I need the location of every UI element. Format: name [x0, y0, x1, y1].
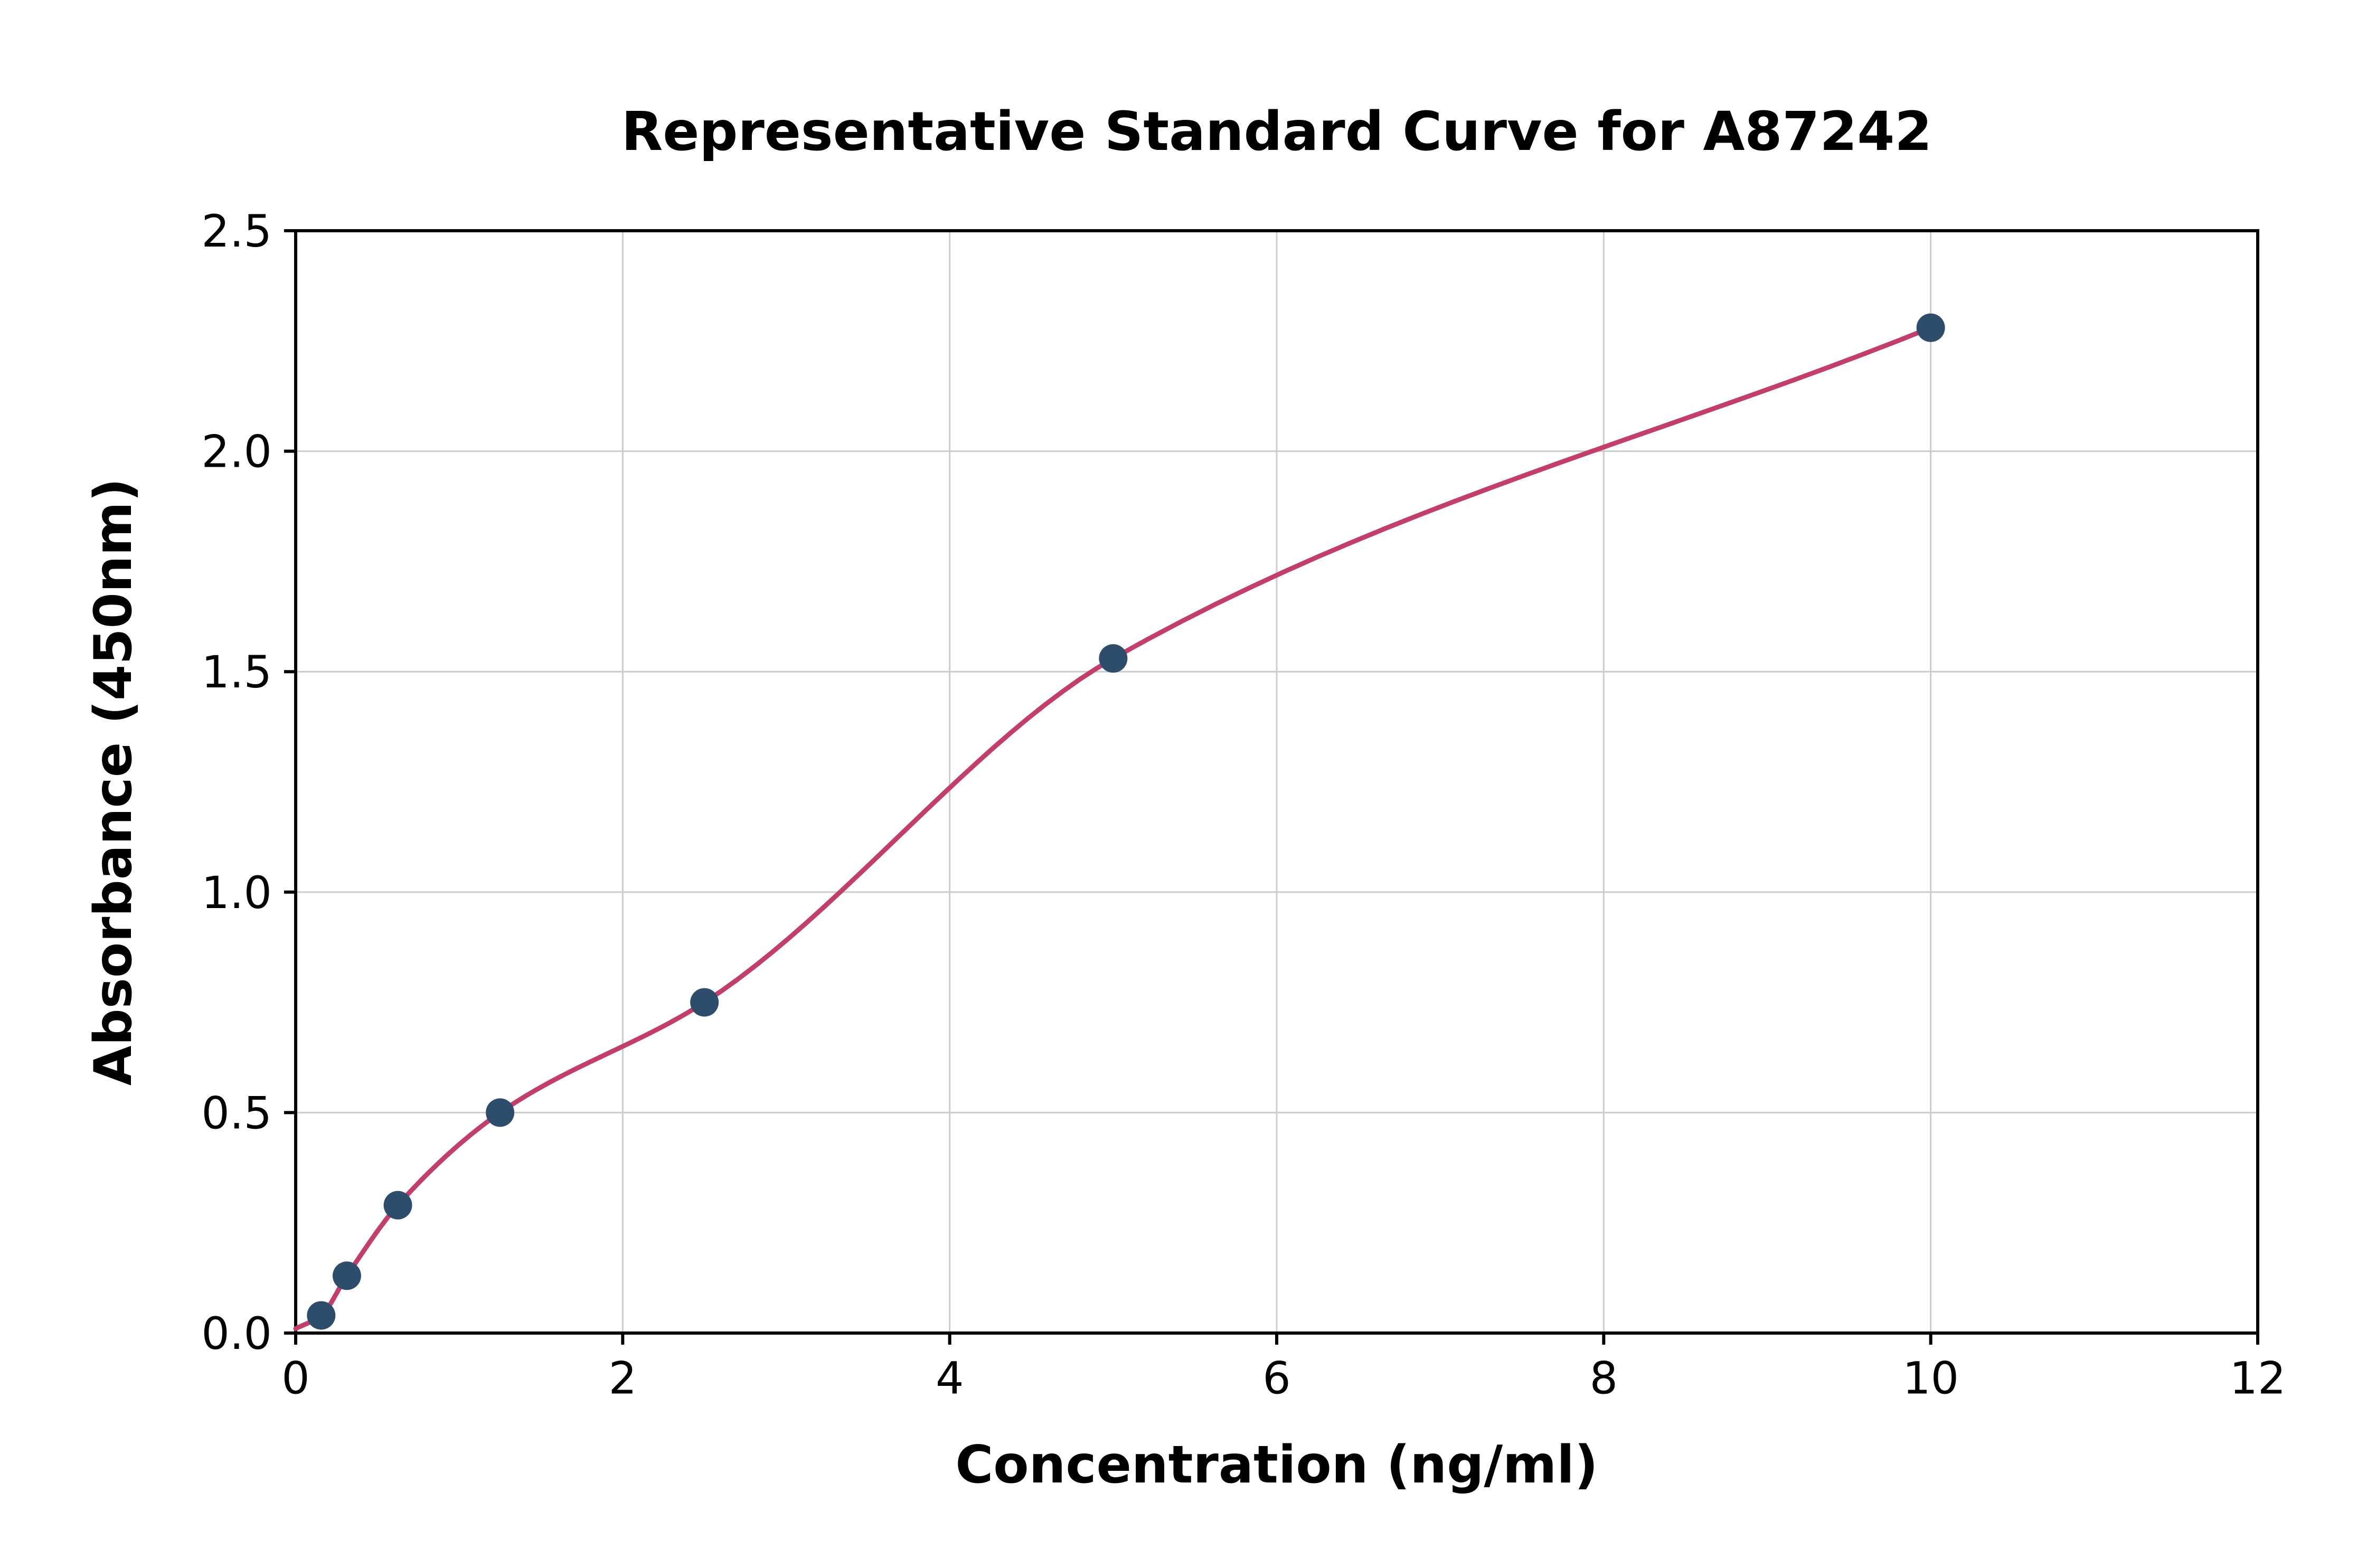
- x-tick-label: 12: [2230, 1352, 2286, 1404]
- y-tick-label: 1.5: [201, 646, 272, 698]
- x-tick-label: 8: [1590, 1352, 1618, 1404]
- x-axis-label: Concentration (ng/ml): [955, 1435, 1598, 1495]
- x-tick-label: 0: [281, 1352, 309, 1404]
- x-tick-label: 4: [936, 1352, 964, 1404]
- data-point: [383, 1191, 412, 1220]
- x-tick-label: 2: [609, 1352, 637, 1404]
- y-tick-label: 0.5: [201, 1087, 272, 1139]
- data-point: [486, 1098, 515, 1127]
- data-point: [1099, 644, 1128, 673]
- y-tick-label: 0.0: [201, 1308, 272, 1359]
- data-point: [690, 988, 719, 1017]
- data-point: [1916, 313, 1945, 342]
- data-point: [307, 1301, 336, 1330]
- fitted-curve: [293, 325, 1934, 1331]
- y-tick-label: 2.0: [201, 426, 272, 478]
- x-tick-label: 6: [1262, 1352, 1290, 1404]
- data-point: [332, 1261, 361, 1290]
- y-axis-label: Absorbance (450nm): [83, 478, 144, 1086]
- y-tick-label: 2.5: [201, 205, 272, 257]
- x-tick-label: 10: [1902, 1352, 1959, 1404]
- y-tick-label: 1.0: [201, 867, 272, 919]
- chart-title: Representative Standard Curve for A87242: [621, 100, 1932, 163]
